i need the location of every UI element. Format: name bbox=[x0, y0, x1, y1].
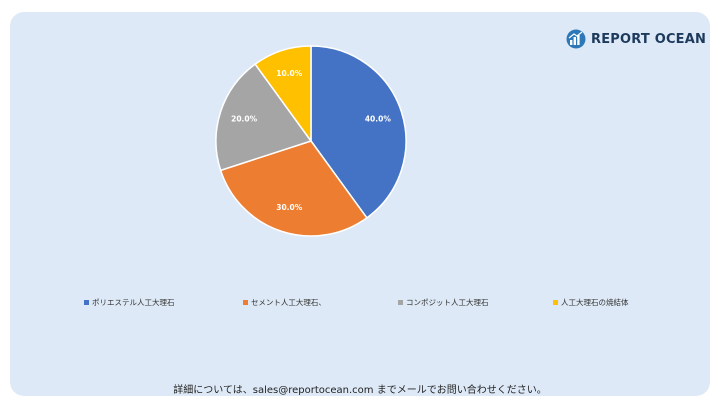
brand-logo: REPORT OCEAN bbox=[566, 28, 706, 50]
pie-slice-2 bbox=[219, 140, 368, 237]
legend-item-1: ポリエステル人工大理石 bbox=[84, 297, 175, 308]
legend-label-3: コンポジット人工大理石 bbox=[406, 298, 489, 307]
legend-item-4: 人工大理石の焼結体 bbox=[553, 297, 629, 308]
legend-swatch-3 bbox=[398, 300, 403, 305]
brand-name: REPORT OCEAN bbox=[591, 31, 707, 47]
legend-item-2: セメント人工大理石、 bbox=[243, 297, 326, 308]
slice-label-1: 40.0% bbox=[365, 114, 392, 123]
slice-label-2: 30.0% bbox=[276, 203, 303, 212]
slice-label-3: 20.0% bbox=[231, 114, 258, 123]
chart-legend: ポリエステル人工大理石 セメント人工大理石、 コンポジット人工大理石 人工大理石の焼結… bbox=[0, 297, 720, 311]
pie-slice-1 bbox=[310, 45, 407, 219]
legend-swatch-1 bbox=[84, 300, 89, 305]
legend-label-4: 人工大理石の焼結体 bbox=[561, 298, 629, 307]
contact-footer: 詳細については、sales@reportocean.com までメールでお問い合… bbox=[173, 385, 547, 396]
report-ocean-logo-icon bbox=[566, 29, 586, 49]
legend-swatch-4 bbox=[553, 300, 558, 305]
slice-label-4: 10.0% bbox=[276, 69, 303, 78]
legend-item-3: コンポジット人工大理石 bbox=[398, 297, 489, 308]
legend-label-2: セメント人工大理石、 bbox=[251, 298, 326, 307]
pie-slice-3 bbox=[215, 63, 313, 172]
pie-slice-4 bbox=[254, 45, 312, 144]
legend-swatch-2 bbox=[243, 300, 248, 305]
legend-label-1: ポリエステル人工大理石 bbox=[92, 298, 175, 307]
